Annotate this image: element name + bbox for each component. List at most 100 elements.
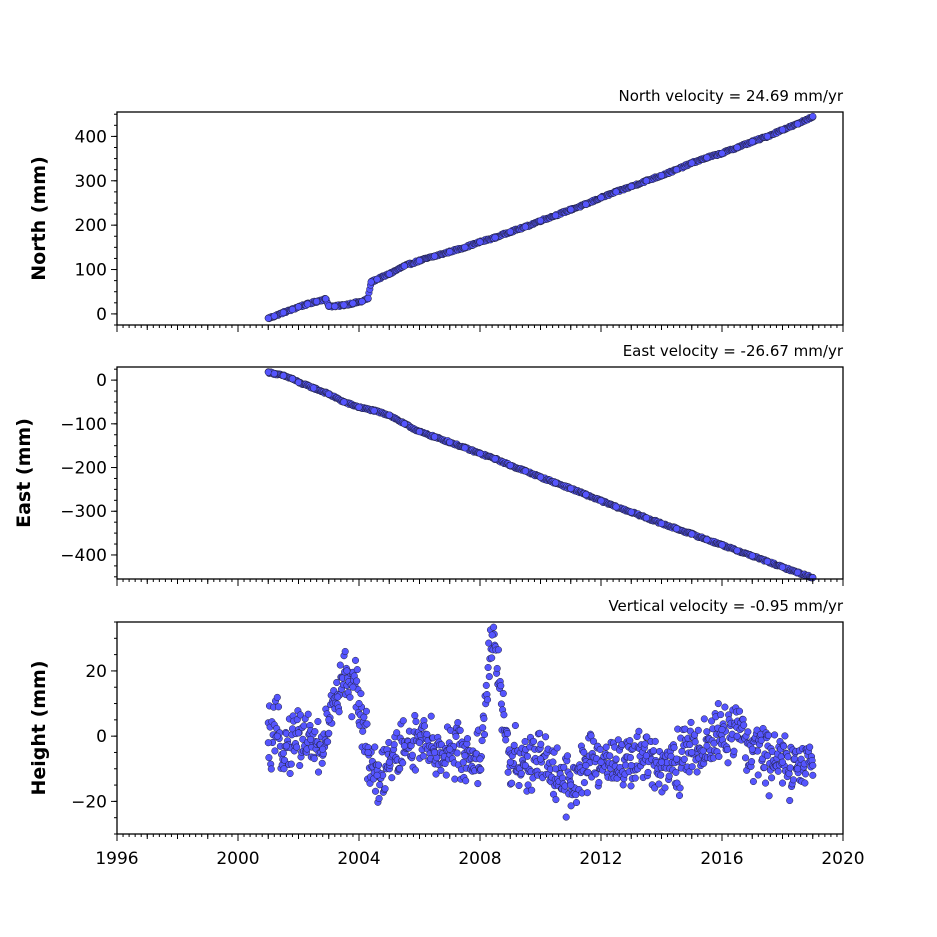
data-point	[567, 206, 575, 214]
data-point	[718, 149, 726, 157]
data-point	[274, 703, 283, 711]
x-ticks-north	[116, 325, 844, 332]
data-point	[567, 484, 575, 493]
data-point	[431, 748, 439, 757]
data-point	[748, 758, 756, 766]
data-point	[724, 759, 732, 767]
data-point	[288, 375, 296, 383]
x-tick-label: 2008	[458, 849, 501, 869]
data-point	[336, 661, 344, 669]
x-tick-label: 2000	[216, 849, 259, 869]
data-point	[789, 776, 797, 784]
data-point	[499, 689, 507, 698]
data-point	[456, 726, 464, 734]
data-point	[595, 778, 603, 787]
data-point	[688, 748, 696, 757]
data-point	[760, 763, 768, 772]
data-point	[340, 301, 348, 309]
data-point	[562, 813, 570, 821]
data-point	[521, 737, 529, 746]
data-point	[314, 768, 323, 776]
data-point	[294, 303, 303, 311]
data-point	[411, 766, 419, 774]
data-point	[643, 733, 651, 741]
data-point	[351, 656, 360, 664]
data-point	[461, 752, 469, 760]
data-point	[524, 781, 532, 789]
data-point	[296, 761, 304, 770]
data-point	[536, 729, 544, 737]
data-point	[552, 765, 560, 773]
data-point	[411, 711, 419, 720]
data-point	[412, 718, 420, 726]
data-point	[606, 752, 614, 760]
data-point	[463, 735, 472, 743]
data-point	[363, 720, 371, 728]
data-point	[267, 765, 275, 773]
data-point	[680, 755, 688, 763]
data-point	[493, 664, 501, 673]
axes-frame-north	[116, 111, 844, 326]
data-point	[670, 744, 678, 752]
data-point	[529, 737, 538, 745]
data-point	[503, 729, 512, 738]
data-point	[286, 769, 294, 778]
data-point	[583, 789, 591, 797]
x-tick-label: 2012	[579, 849, 622, 869]
data-point	[748, 552, 756, 560]
y-tick-label: 0	[96, 305, 107, 325]
y-tick-label: 0	[96, 727, 107, 747]
data-point	[552, 211, 560, 219]
data-point	[693, 768, 701, 776]
data-point	[446, 745, 454, 753]
x-ticks-east	[116, 579, 844, 586]
data-point	[491, 234, 499, 242]
data-point	[778, 779, 787, 787]
data-point	[442, 771, 450, 779]
data-point	[809, 771, 817, 779]
x-tick-label: 2020	[821, 849, 864, 869]
data-point	[362, 707, 370, 715]
data-point	[685, 768, 693, 776]
data-point	[358, 297, 366, 306]
data-point	[740, 721, 748, 729]
data-point	[774, 767, 782, 775]
data-points-north	[264, 112, 817, 323]
data-point	[665, 772, 673, 780]
y-tick-label: −200	[60, 459, 107, 479]
data-point	[778, 758, 787, 766]
data-point	[517, 769, 525, 778]
y-tick-label: 200	[75, 216, 107, 236]
y-ticks-height: 20 0 −20	[71, 621, 117, 835]
data-point	[264, 368, 272, 376]
data-point	[780, 742, 788, 750]
data-point	[270, 312, 278, 320]
data-point	[703, 536, 711, 544]
data-point	[264, 739, 272, 747]
data-point	[488, 654, 496, 662]
data-point	[675, 791, 684, 800]
data-point	[631, 774, 639, 782]
data-point	[537, 740, 545, 748]
data-point	[676, 784, 684, 792]
data-point	[502, 736, 510, 744]
data-point	[733, 547, 741, 555]
panel-east: East velocity = -26.67 mm/yr East (mm) 0 −1…	[13, 342, 844, 586]
data-point	[304, 710, 312, 718]
data-point	[396, 765, 404, 773]
data-point	[335, 708, 343, 716]
data-point	[374, 761, 383, 769]
data-point	[288, 305, 296, 314]
data-point	[408, 751, 416, 759]
y-tick-label: 300	[75, 172, 107, 192]
data-point	[635, 727, 643, 735]
data-point	[597, 497, 605, 505]
data-point	[348, 713, 356, 721]
data-point	[325, 729, 333, 737]
data-point	[370, 407, 378, 415]
data-point	[461, 444, 469, 452]
data-point	[349, 299, 357, 307]
data-point	[346, 693, 354, 701]
data-point	[528, 786, 536, 794]
